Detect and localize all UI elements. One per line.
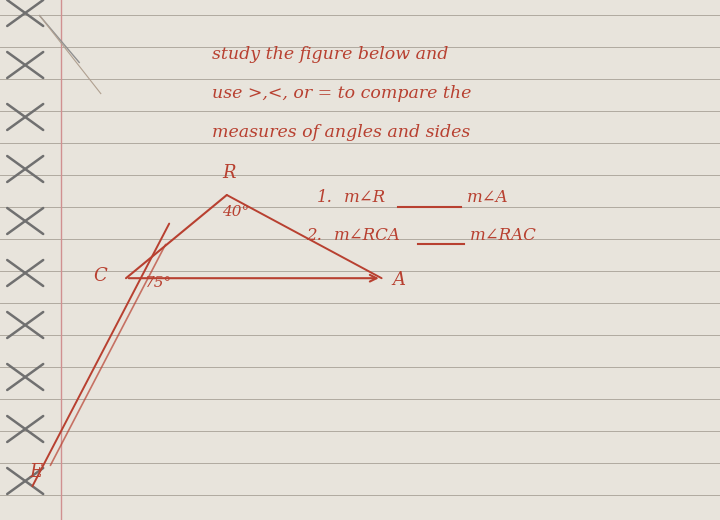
Text: A: A (392, 271, 405, 289)
Text: study the figure below and: study the figure below and (212, 46, 449, 63)
Text: R: R (222, 164, 235, 182)
Text: m∠A: m∠A (467, 189, 508, 206)
Text: C: C (93, 267, 107, 284)
Text: 75°: 75° (144, 277, 171, 290)
Text: measures of angles and sides: measures of angles and sides (212, 124, 471, 141)
Text: 1.: 1. (317, 189, 333, 206)
Text: m∠RAC: m∠RAC (470, 227, 537, 243)
Text: E: E (29, 463, 42, 481)
Text: 2.: 2. (306, 227, 322, 243)
Text: use >,<, or = to compare the: use >,<, or = to compare the (212, 85, 472, 102)
Text: m∠R: m∠R (344, 189, 387, 206)
Text: 40°: 40° (222, 205, 249, 219)
Text: m∠RCA: m∠RCA (333, 227, 400, 243)
